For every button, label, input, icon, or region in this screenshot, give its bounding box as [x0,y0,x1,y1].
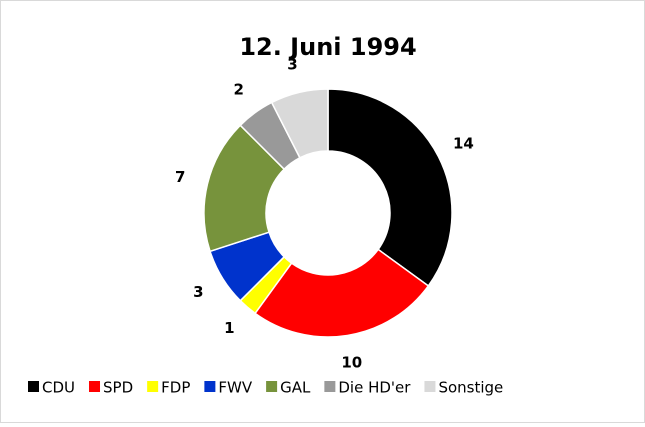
legend-label: FWV [218,379,252,397]
donut-slice [270,88,329,159]
data-label: 3 [287,56,297,74]
data-label: 14 [453,134,474,152]
data-label: 2 [233,81,243,99]
data-label: 1 [224,319,234,337]
legend-label: GAL [280,379,311,397]
donut-slice [327,88,453,287]
legend-label: Die HD'er [338,379,411,397]
data-label: 3 [193,283,203,301]
legend-label: Sonstige [438,379,503,397]
legend-swatch [204,381,216,392]
legend-swatch [28,381,39,392]
legend-swatch [266,381,278,392]
chart-title: 12. Juni 1994 [239,33,416,61]
legend-swatch [147,381,159,392]
donut-slice [254,248,430,338]
legend-label: CDU [42,379,75,397]
legend-swatch [424,381,436,392]
legend-label: SPD [103,379,133,397]
data-label: 7 [175,168,185,186]
legend-label: FDP [161,379,190,397]
data-label: 10 [341,354,362,372]
legend-swatch [89,381,101,392]
legend-swatch [324,381,336,392]
